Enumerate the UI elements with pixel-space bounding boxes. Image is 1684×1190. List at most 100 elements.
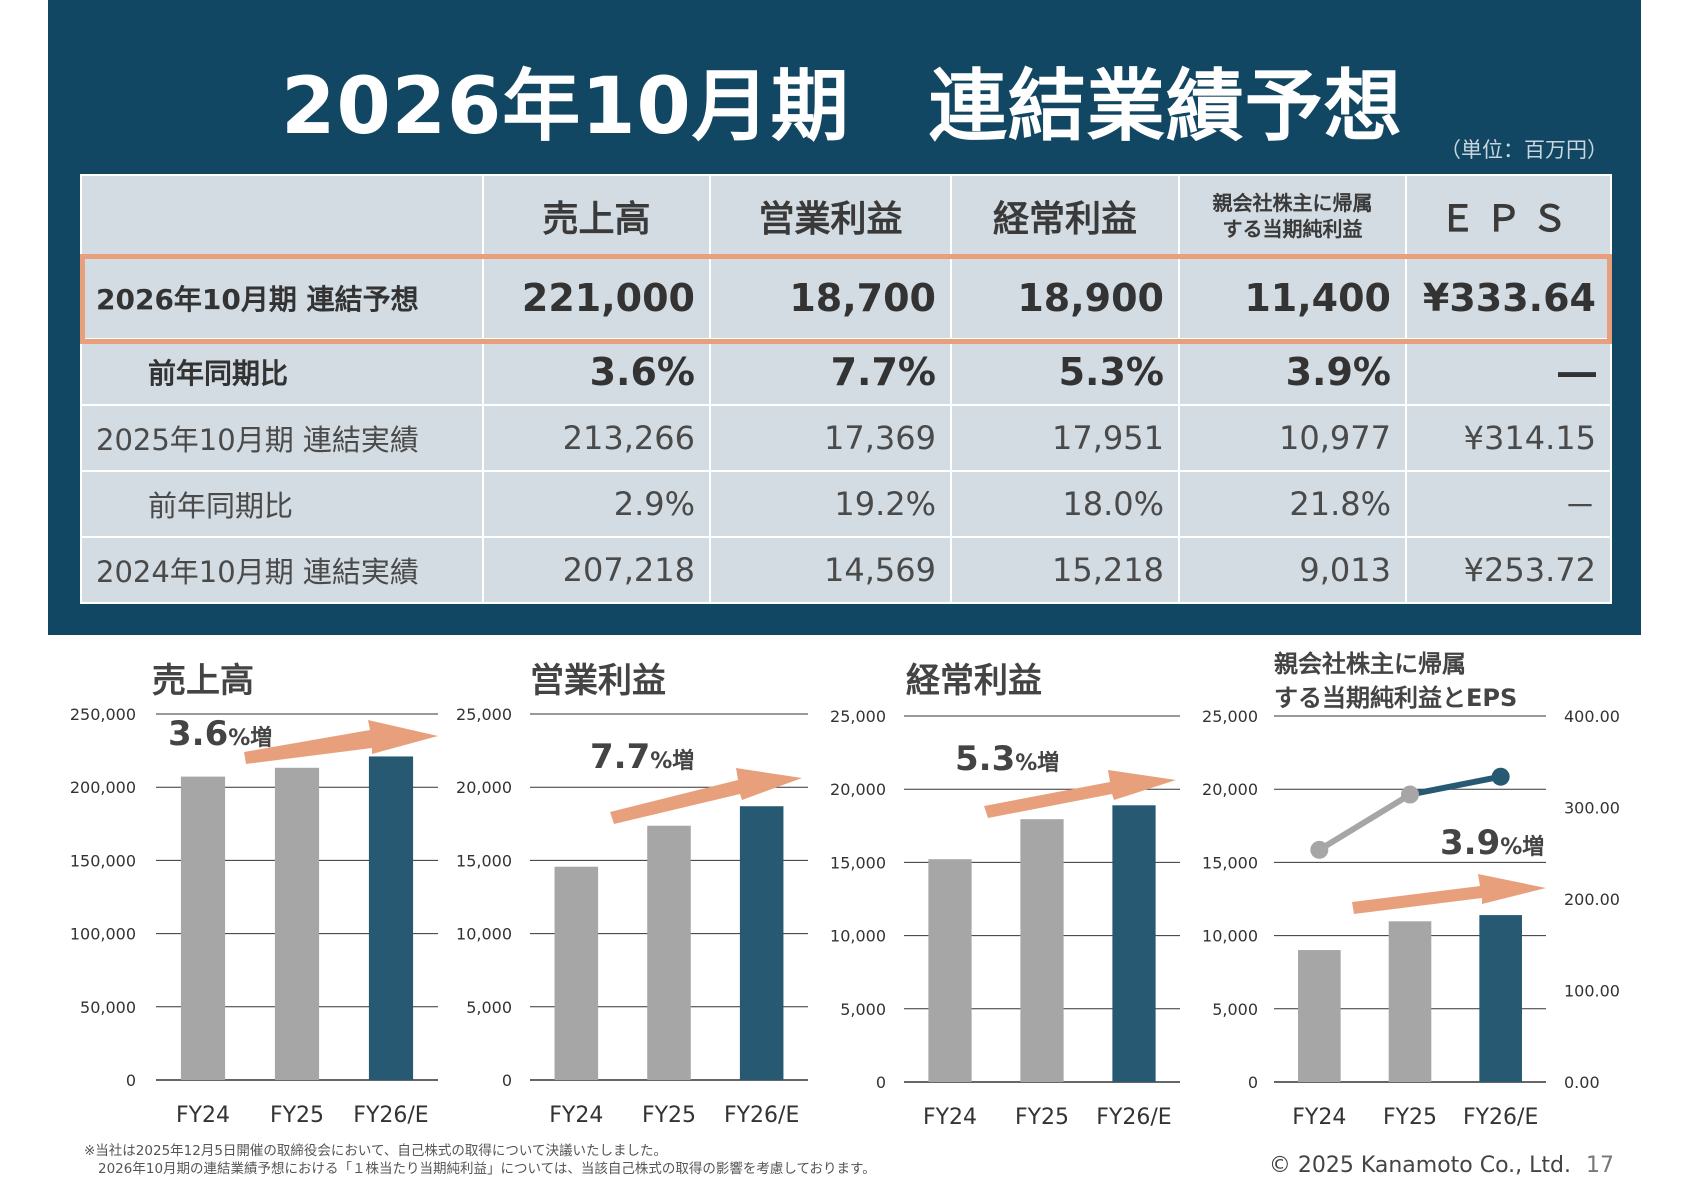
y-tick-label: 10,000 [1202,927,1258,946]
cell: 2.9% [482,470,711,538]
bar [1298,950,1341,1082]
y-tick-label: 0 [1248,1073,1258,1092]
bar [180,776,226,1080]
growth-label: 5.3%増 [955,739,1059,779]
header-sales: 売上高 [482,174,711,258]
eps-point [1491,767,1510,786]
bar [1388,921,1432,1082]
cell: ¥253.72 [1405,536,1612,604]
y-tick-label: 5,000 [1212,1000,1258,1019]
x-tick-label: FY24 [923,1105,977,1130]
eps-tick-label: 0.00 [1564,1073,1600,1092]
cell: 11,400 [1178,256,1407,340]
cell: 9,013 [1178,536,1407,604]
bar [928,859,972,1082]
copyright: © 2025 Kanamoto Co., Ltd. 17 [1269,1153,1614,1178]
footnote-line2: 2026年10月期の連結業績予想における「１株当たり当期純利益」については、当該… [98,1161,876,1177]
cell: 18,700 [709,256,952,340]
header-net-income: 親会社株主に帰属 する当期純利益 [1178,174,1407,258]
growth-number: 3.9 [1440,823,1500,863]
y-tick-label: 0 [876,1073,886,1092]
cell: 3.9% [1178,338,1407,406]
footnote: ※当社は2025年12月5日開催の取締役会において、自己株式の取得について決議い… [84,1142,876,1178]
cell: － [1405,470,1612,538]
y-tick-label: 10,000 [830,927,886,946]
growth-suffix: %増 [1500,834,1544,860]
bar [274,767,320,1080]
x-tick-label: FY26/E [353,1103,428,1128]
chart-title: 経常利益 [906,661,1042,701]
row-label: 2024年10月期 連結実績 [80,536,484,604]
bar [647,825,691,1080]
bar [368,756,414,1080]
y-tick-label: 5,000 [840,1000,886,1019]
page-title: 2026年10月期 連結業績予想 [281,62,1403,152]
cell: 5.3% [950,338,1180,406]
cell: 221,000 [482,256,711,340]
eps-line-segment [1317,791,1412,853]
row-label: 前年同期比 [80,338,484,406]
cell: 17,951 [950,404,1180,472]
table-row: 2024年10月期 連結実績 207,218 14,569 15,218 9,0… [80,536,1612,604]
growth-suffix: %増 [228,725,272,751]
x-tick-label: FY25 [1015,1105,1069,1130]
x-tick-label: FY26/E [724,1103,799,1128]
cell: 18,900 [950,256,1180,340]
growth-arrow [244,720,438,764]
header-net-line2: する当期純利益 [1222,217,1363,241]
bar [1020,819,1064,1082]
y-tick-label: 10,000 [456,925,512,944]
cell: 3.6% [482,338,711,406]
growth-number: 5.3 [955,739,1015,779]
growth-number: 7.7 [590,737,650,777]
y-tick-label: 250,000 [70,705,136,724]
eps-tick-label: 400.00 [1564,707,1620,726]
y-tick-label: 0 [126,1071,136,1090]
header-ordinary-income: 経常利益 [950,174,1180,258]
x-tick-label: FY26/E [1463,1105,1538,1130]
cell: 15,218 [950,536,1180,604]
y-tick-label: 15,000 [830,853,886,872]
eps-line-segment [1409,773,1502,798]
x-tick-label: FY24 [549,1103,603,1128]
cell: 7.7% [709,338,952,406]
growth-arrow [984,770,1176,818]
cell: 18.0% [950,470,1180,538]
cell: 14,569 [709,536,952,604]
y-tick-label: 25,000 [456,705,512,724]
y-tick-label: 25,000 [830,707,886,726]
cell: ¥314.15 [1405,404,1612,472]
x-tick-label: FY24 [176,1103,230,1128]
x-tick-label: FY25 [1383,1105,1437,1130]
chart-title-line2: する当期純利益とEPS [1274,684,1517,712]
row-label: 前年同期比 [80,470,484,538]
bar [1479,915,1522,1082]
forecast-table: 売上高 営業利益 経常利益 親会社株主に帰属 する当期純利益 ＥＰＳ 2026年… [80,174,1612,604]
row-label: 2025年10月期 連結実績 [80,404,484,472]
y-tick-label: 15,000 [1202,853,1258,872]
unit-label: （単位：百万円） [1440,138,1608,162]
growth-label: 7.7%増 [590,737,694,777]
eps-point [1401,785,1419,804]
chart-title-line1: 親会社株主に帰属 [1274,650,1466,678]
cell: 213,266 [482,404,711,472]
growth-number: 3.6 [168,714,228,754]
footnote-line1: ※当社は2025年12月5日開催の取締役会において、自己株式の取得について決議い… [84,1143,667,1159]
y-tick-label: 20,000 [1202,780,1258,799]
growth-label: 3.6%増 [168,714,272,754]
cell: ¥333.64 [1405,256,1612,340]
header-net-line1: 親会社株主に帰属 [1212,191,1373,215]
chart-title: 売上高 [152,661,254,701]
chart-title: 営業利益 [530,661,666,701]
table-row: 2025年10月期 連結実績 213,266 17,369 17,951 10,… [80,404,1612,472]
table-row: 2026年10月期 連結予想 221,000 18,700 18,900 11,… [80,256,1612,340]
y-tick-label: 20,000 [830,780,886,799]
x-tick-label: FY24 [1292,1105,1346,1130]
copyright-text: © 2025 Kanamoto Co., Ltd. [1268,1153,1571,1178]
y-tick-label: 25,000 [1202,707,1258,726]
growth-arrow [1352,874,1546,914]
y-tick-label: 20,000 [456,778,512,797]
growth-suffix: %増 [1015,750,1059,776]
growth-arrow [610,768,802,824]
cell: ― [1405,338,1612,406]
